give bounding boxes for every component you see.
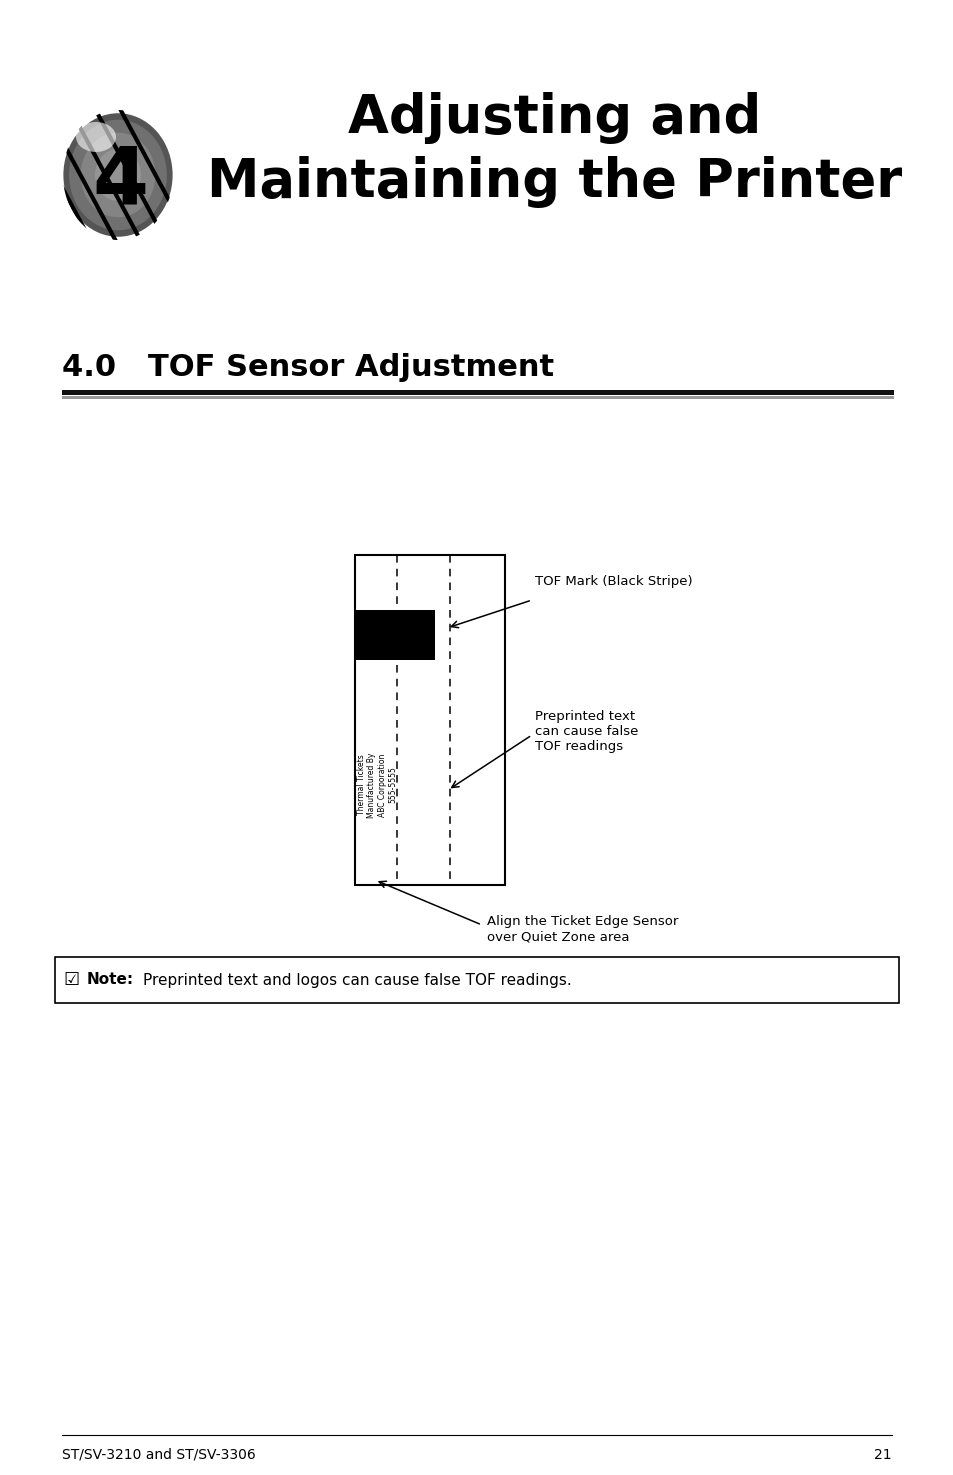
Bar <box>62 395 893 400</box>
Bar <box>55 957 898 1003</box>
Text: Maintaining the Printer: Maintaining the Printer <box>207 156 902 208</box>
Ellipse shape <box>69 119 167 230</box>
Bar <box>355 611 435 659</box>
Text: ST/SV-3210 and ST/SV-3306: ST/SV-3210 and ST/SV-3306 <box>62 1448 255 1462</box>
Ellipse shape <box>81 133 155 217</box>
Ellipse shape <box>76 122 116 152</box>
Text: TOF Mark (Black Stripe): TOF Mark (Black Stripe) <box>535 575 692 589</box>
Ellipse shape <box>95 149 141 201</box>
Text: 4: 4 <box>91 145 148 223</box>
Bar <box>355 555 504 885</box>
Text: Thermal Tickets
Manufactured By
ABC Corporation
555-5555: Thermal Tickets Manufactured By ABC Corp… <box>356 752 396 817</box>
Ellipse shape <box>63 114 172 237</box>
Bar <box>62 389 893 395</box>
Text: 4.0   TOF Sensor Adjustment: 4.0 TOF Sensor Adjustment <box>62 354 554 382</box>
Text: Preprinted text and logos can cause false TOF readings.: Preprinted text and logos can cause fals… <box>143 972 571 987</box>
Text: Adjusting and: Adjusting and <box>348 91 760 145</box>
Text: Preprinted text
can cause false
TOF readings: Preprinted text can cause false TOF read… <box>535 709 638 754</box>
Text: Note:: Note: <box>87 972 134 987</box>
Text: 21: 21 <box>874 1448 891 1462</box>
Text: Align the Ticket Edge Sensor
over Quiet Zone area: Align the Ticket Edge Sensor over Quiet … <box>486 914 678 943</box>
Text: ☑: ☑ <box>63 971 79 990</box>
